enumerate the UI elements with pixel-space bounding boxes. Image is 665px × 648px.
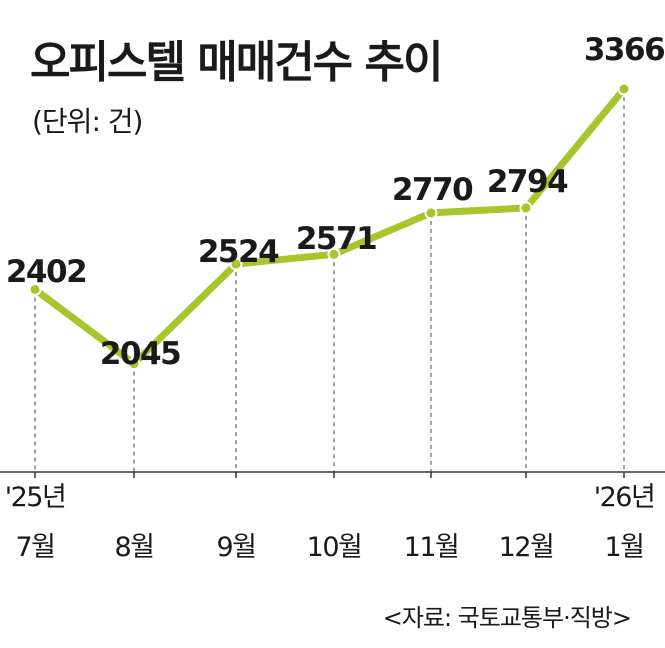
chart-title: 오피스텔 매매건수 추이	[30, 37, 443, 88]
x-tick-label-1: 8월	[114, 532, 153, 563]
data-point-0	[28, 282, 42, 296]
data-label-0: 2402	[6, 254, 86, 290]
x-tick-year-0: '25년	[5, 482, 66, 513]
x-tick-label-0: 7월	[15, 532, 54, 563]
x-tick-year-6: '26년	[594, 482, 655, 513]
data-point-5	[519, 201, 533, 215]
data-point-1	[127, 357, 141, 371]
data-label-6: 3366	[584, 32, 664, 68]
data-label-1: 2045	[100, 336, 180, 372]
x-tick-label-3: 10월	[307, 532, 362, 563]
x-tick-label-2: 9월	[216, 532, 255, 563]
x-tick-label-4: 11월	[404, 532, 459, 563]
x-tick-label-6: 1월	[604, 532, 643, 563]
data-label-4: 2770	[392, 172, 473, 208]
data-point-6	[617, 82, 631, 96]
data-point-4	[424, 206, 438, 220]
data-label-5: 2794	[487, 164, 568, 200]
x-tick-label-5: 12월	[499, 532, 554, 563]
data-label-2: 2524	[198, 234, 279, 270]
source-note: <자료: 국토교통부·직방>	[382, 604, 632, 632]
data-point-2	[229, 257, 243, 271]
data-label-3: 2571	[296, 221, 376, 257]
data-point-3	[327, 247, 341, 261]
unit-label: (단위: 건)	[32, 105, 143, 138]
